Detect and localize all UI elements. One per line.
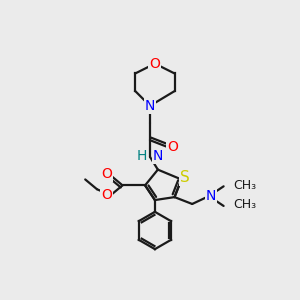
Text: CH₃: CH₃ bbox=[233, 179, 256, 192]
Text: CH₃: CH₃ bbox=[233, 199, 256, 212]
Text: O: O bbox=[101, 167, 112, 181]
Text: H: H bbox=[137, 149, 147, 163]
Text: N: N bbox=[153, 149, 163, 163]
Text: S: S bbox=[181, 170, 190, 185]
Text: O: O bbox=[167, 140, 178, 154]
Text: O: O bbox=[101, 188, 112, 202]
Text: N: N bbox=[145, 99, 155, 113]
Text: N: N bbox=[206, 189, 216, 203]
Text: O: O bbox=[149, 57, 160, 70]
